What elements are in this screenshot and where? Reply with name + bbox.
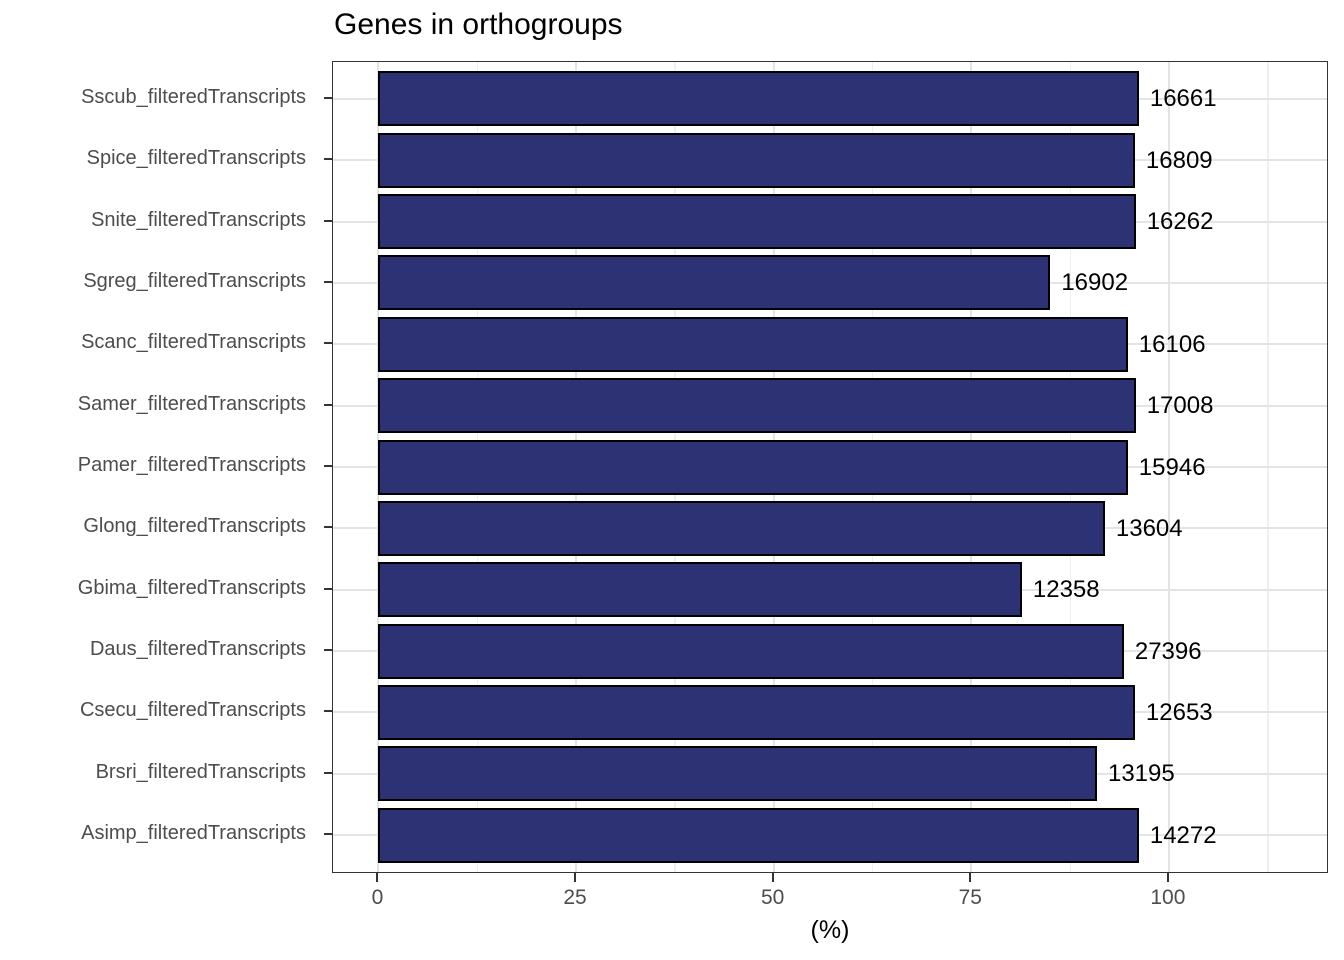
bar-value-label: 16661 xyxy=(1149,85,1217,113)
y-tick xyxy=(324,280,332,283)
y-axis-label: Snite_filteredTranscripts xyxy=(91,208,306,231)
y-axis-label: Glong_filteredTranscripts xyxy=(83,515,306,538)
bar-value-label: 27396 xyxy=(1134,637,1202,665)
x-tick xyxy=(969,873,972,882)
y-axis-label: Daus_filteredTranscripts xyxy=(89,638,306,661)
y-axis-label: Pamer_filteredTranscripts xyxy=(77,454,306,476)
bar-value-label: 12358 xyxy=(1032,576,1100,604)
bar xyxy=(378,500,1105,556)
x-tick-label: 50 xyxy=(760,886,785,909)
y-axis-label: Asimp_filteredTranscripts xyxy=(81,822,306,845)
bar-value-label: 16809 xyxy=(1145,146,1213,174)
y-axis-label: Gbima_filteredTranscripts xyxy=(77,576,306,599)
y-tick xyxy=(324,342,332,345)
x-axis-title: (%) xyxy=(810,916,850,944)
bar xyxy=(378,132,1135,188)
y-axis-label: Samer_filteredTranscripts xyxy=(77,392,306,415)
bar-value-label: 12653 xyxy=(1145,698,1213,726)
bar-value-label: 13195 xyxy=(1107,760,1175,788)
bar-value-label: 17008 xyxy=(1146,392,1214,420)
bar-value-label: 14272 xyxy=(1149,821,1217,849)
y-tick xyxy=(324,219,332,222)
y-axis-label: Sgreg_filteredTranscripts xyxy=(83,269,306,292)
bar xyxy=(378,439,1128,495)
bar xyxy=(378,746,1097,802)
y-tick xyxy=(324,403,332,406)
bar xyxy=(378,623,1124,679)
y-tick xyxy=(324,465,332,467)
y-axis-label: Scanc_filteredTranscripts xyxy=(81,331,306,354)
bar-value-label: 15946 xyxy=(1138,453,1206,481)
bar xyxy=(378,378,1136,434)
bar xyxy=(378,316,1128,372)
x-tick-label: 75 xyxy=(958,886,982,909)
bar xyxy=(378,71,1139,127)
y-axis-label: Brsri_filteredTranscripts xyxy=(95,760,306,783)
y-axis: Sscub_filteredTranscripts Spice_filteredT… xyxy=(0,0,332,960)
x-tick xyxy=(1166,873,1169,882)
bar-value-label: 13604 xyxy=(1115,514,1183,542)
bar-value-label: 16902 xyxy=(1061,269,1129,297)
x-tick xyxy=(771,873,774,882)
plot-panel: 16661 16809 16262 16902 16106 17008 15946 13604… xyxy=(332,61,1328,873)
chart-title: Genes in orthogroups xyxy=(334,8,623,41)
bar xyxy=(378,807,1139,863)
x-tick-label: 100 xyxy=(1150,886,1186,909)
bar xyxy=(378,194,1136,250)
bar-value-label: 16106 xyxy=(1138,330,1206,358)
y-tick xyxy=(324,96,332,99)
y-tick xyxy=(324,649,332,652)
bar xyxy=(378,562,1022,618)
x-tick-label: 0 xyxy=(371,886,384,909)
y-axis-label: Spice_filteredTranscripts xyxy=(86,147,306,170)
y-tick xyxy=(324,710,332,713)
y-tick xyxy=(324,158,332,161)
bar xyxy=(378,684,1135,740)
y-tick xyxy=(324,587,332,590)
y-axis-label: Csecu_filteredTranscripts xyxy=(79,699,306,722)
y-tick xyxy=(324,526,332,529)
y-axis-label: Sscub_filteredTranscripts xyxy=(81,85,306,108)
bar-value-label: 16262 xyxy=(1146,208,1214,236)
y-tick xyxy=(324,771,332,774)
y-tick xyxy=(324,833,332,836)
x-tick-label: 25 xyxy=(563,886,587,909)
x-tick xyxy=(574,873,577,882)
x-tick xyxy=(376,873,379,882)
bar xyxy=(378,255,1051,311)
